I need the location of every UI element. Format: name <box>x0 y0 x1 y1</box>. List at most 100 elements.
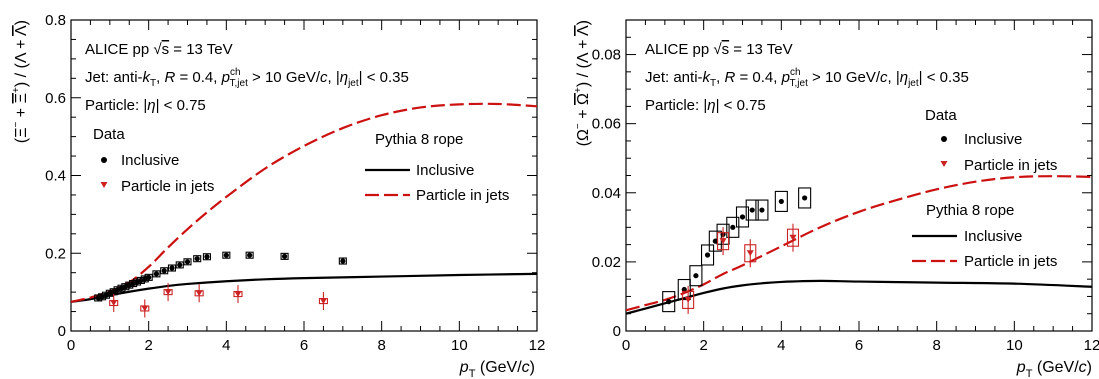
inclusive-syst-box <box>183 258 192 266</box>
inclusive-point <box>281 253 288 259</box>
jets-syst-box <box>786 228 800 247</box>
y-tick-label: 0.06 <box>592 116 621 133</box>
inclusive-point <box>749 207 755 213</box>
axis-ticks <box>70 19 538 332</box>
jets-point <box>110 300 118 307</box>
annotation-collision: ALICE pp √s = 13 TeV <box>645 41 793 58</box>
x-tick-label: 4 <box>777 337 785 354</box>
jets-point <box>719 238 727 245</box>
inclusive-point <box>681 286 687 293</box>
inclusive-point <box>153 271 160 277</box>
jets-point <box>195 290 203 297</box>
x-axis-title: pT (GeV/c) <box>459 359 535 379</box>
data-points <box>662 187 812 314</box>
inclusive-syst-box <box>755 199 769 221</box>
x-tick-label: 12 <box>529 337 546 354</box>
inclusive-syst-box <box>222 251 231 259</box>
inclusive-syst-box <box>193 255 202 263</box>
legend-model-inclusive-label: Inclusive <box>964 228 1022 245</box>
legend-data-title: Data <box>93 126 125 143</box>
inclusive-point <box>778 198 784 205</box>
legend-model-title: Pythia 8 rope <box>375 131 463 148</box>
left-panel: 0 2 4 6 8 10 12 0 0.2 0.4 0.6 0.8 ALICE pp √s = 13 … <box>11 12 545 379</box>
inclusive-point <box>666 299 672 305</box>
annotation-collision: ALICE pp √s = 13 TeV <box>85 41 233 58</box>
legend-model-jets-label: Particle in jets <box>964 253 1057 270</box>
inclusive-syst-box <box>745 199 759 221</box>
inclusive-syst-box <box>245 251 254 259</box>
inclusive-syst-box <box>798 187 812 209</box>
x-tick-label: 10 <box>451 337 468 354</box>
x-tick-label: 4 <box>222 337 230 354</box>
legend-jets-marker <box>100 182 108 188</box>
inclusive-syst-box <box>167 264 177 272</box>
annotation-jet: Jet: anti-kT, R = 0.4, pch T,jet > 10 GeV… <box>85 67 409 89</box>
inclusive-point <box>194 256 200 262</box>
inclusive-syst-box <box>708 230 722 252</box>
y-tick-label: 0.2 <box>45 245 66 262</box>
inclusive-point <box>739 214 746 220</box>
jets-syst-box <box>744 244 757 263</box>
inclusive-syst-box <box>144 273 153 281</box>
axis-ticks <box>625 19 1093 332</box>
inclusive-point <box>759 207 765 213</box>
jets-point <box>789 234 797 241</box>
x-tick-label: 2 <box>699 337 707 354</box>
inclusive-point <box>146 274 152 280</box>
model-jets-curve <box>70 102 538 303</box>
legend-inclusive-label: Inclusive <box>121 152 179 169</box>
inclusive-syst-box <box>338 257 347 265</box>
x-tick-label: 10 <box>1006 337 1023 354</box>
legend-data-title: Data <box>925 107 957 124</box>
inclusive-syst-box <box>677 278 691 301</box>
x-tick-label: 6 <box>855 337 863 354</box>
inclusive-point <box>177 262 183 268</box>
x-tick-label: 0 <box>622 337 630 354</box>
x-tick-label: 12 <box>1084 337 1099 354</box>
inclusive-point <box>730 224 736 230</box>
legend-inclusive-marker <box>101 157 107 163</box>
y-tick-label: 0 <box>613 323 621 340</box>
legend-jets-label: Particle in jets <box>964 157 1057 174</box>
jets-syst-box <box>682 290 695 309</box>
annotation-jet: Jet: anti-kT, R = 0.4, pch T,jet > 10 GeV… <box>645 67 969 89</box>
tick-labels: 0 2 4 6 8 10 12 0 0.2 0.4 0.6 0.8 <box>45 12 545 354</box>
inclusive-syst-box <box>774 190 788 212</box>
x-axis-title: pT (GeV/c) <box>1016 359 1092 379</box>
jets-point <box>746 250 754 257</box>
inclusive-point <box>340 258 346 264</box>
inclusive-syst-box <box>662 291 676 313</box>
y-tick-label: 0.08 <box>592 47 621 64</box>
y-tick-label: 0.02 <box>592 254 621 271</box>
y-axis-title: (Ξ− + Ξ+) / (Λ + Λ) <box>11 20 30 143</box>
inclusive-point <box>802 195 808 201</box>
inclusive-syst-box <box>175 261 184 269</box>
legend-inclusive-label: Inclusive <box>964 131 1022 148</box>
inclusive-point <box>247 252 253 258</box>
inclusive-syst-box <box>280 252 289 260</box>
inclusive-point <box>223 252 229 258</box>
data-points <box>94 251 347 318</box>
inclusive-syst-box <box>160 267 169 275</box>
right-panel: 0 2 4 6 8 10 12 0 0.02 0.04 0.06 0.08 ALICE pp √s =… <box>573 19 1099 379</box>
inclusive-point <box>184 259 191 265</box>
jets-point <box>684 296 692 303</box>
inclusive-syst-box <box>700 244 715 266</box>
legend-jets-label: Particle in jets <box>121 178 214 195</box>
y-tick-label: 0 <box>58 323 66 340</box>
x-tick-label: 0 <box>67 337 75 354</box>
legend-jets-marker <box>940 161 948 167</box>
y-tick-label: 0.8 <box>45 12 66 29</box>
tick-labels: 0 2 4 6 8 10 12 0 0.02 0.04 0.06 0.08 <box>592 47 1099 354</box>
inclusive-point <box>204 254 210 260</box>
y-tick-label: 0.6 <box>45 90 66 107</box>
legend-model-jets-label: Particle in jets <box>416 187 509 204</box>
x-tick-label: 8 <box>377 337 385 354</box>
y-axis-title: (Ω− + Ω+) / (Λ + Λ) <box>573 20 592 146</box>
x-tick-label: 6 <box>300 337 308 354</box>
inclusive-point <box>693 273 699 279</box>
inclusive-point <box>161 268 167 274</box>
legend-model-title: Pythia 8 rope <box>926 202 1014 219</box>
legend-inclusive-marker <box>941 136 947 142</box>
inclusive-syst-box <box>689 265 703 287</box>
